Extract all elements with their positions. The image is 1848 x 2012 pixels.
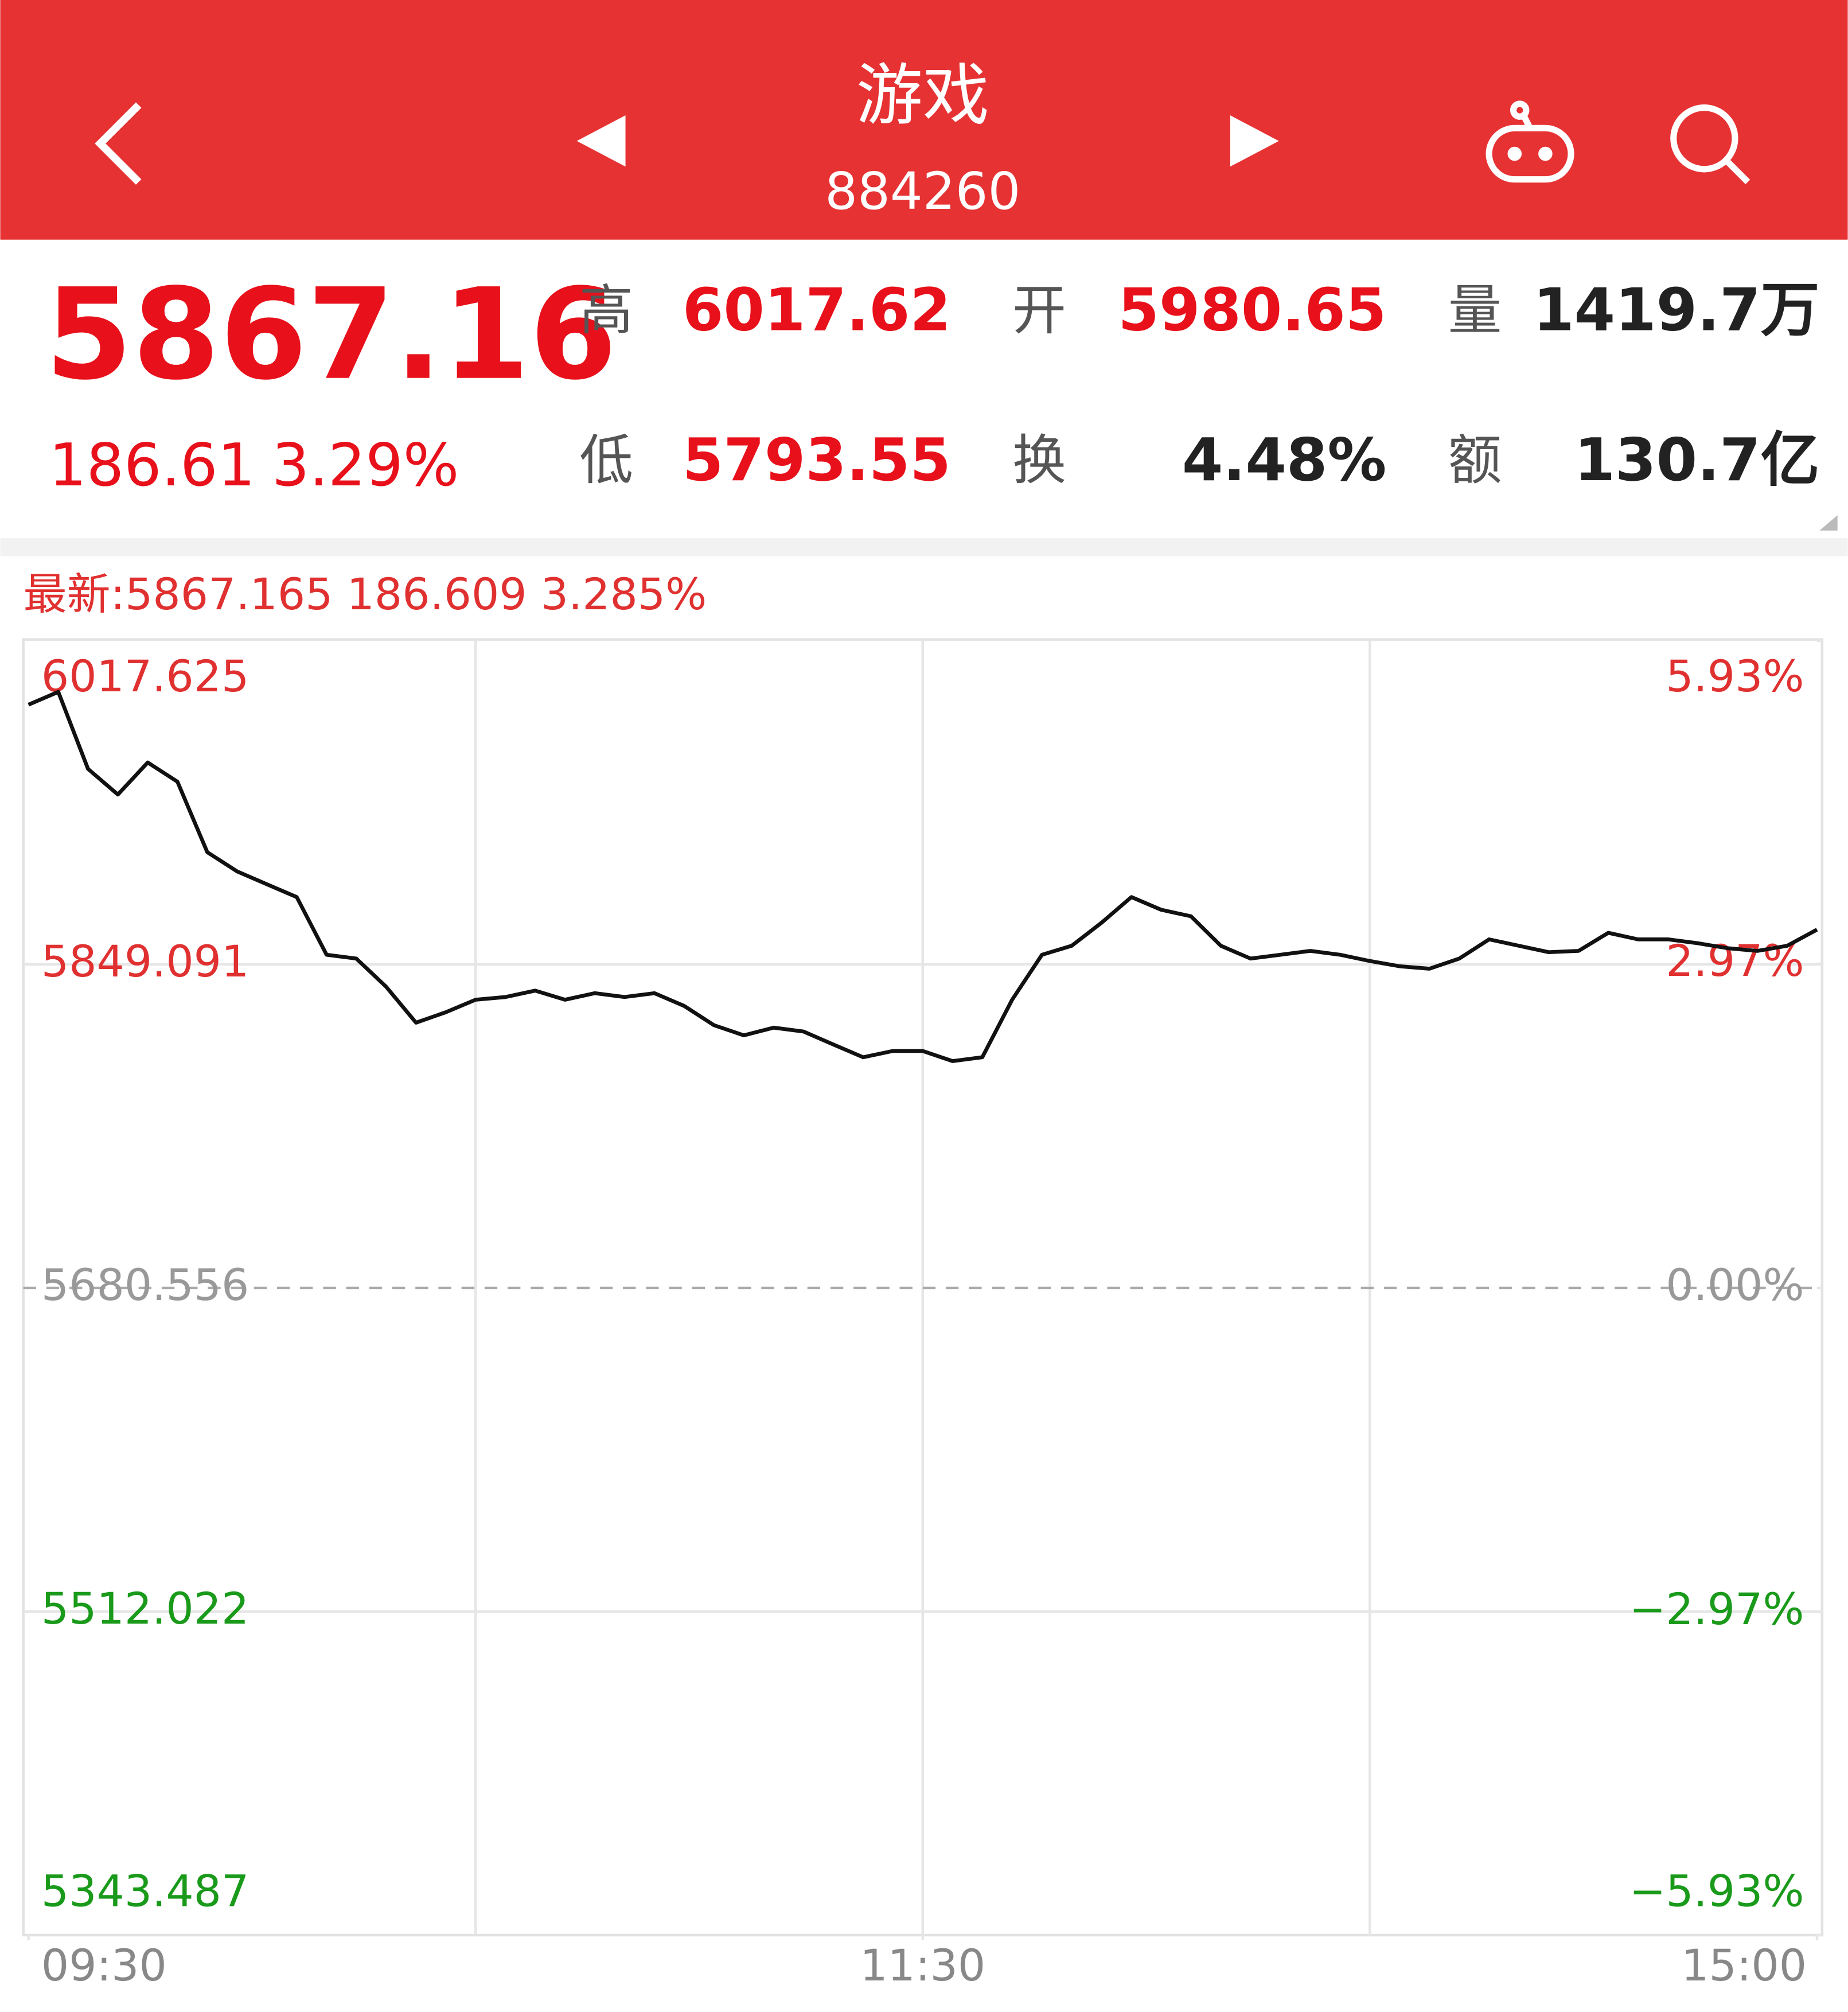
robot-button[interactable] [1486,100,1574,183]
stat-value: 6017.62 [683,277,951,345]
stat-label: 量 [1448,279,1502,342]
code: 884260 [825,162,1020,221]
y2-tick-label: −5.93% [1629,1866,1804,1916]
x-tick-label: 11:30 [860,1940,985,1991]
top-bar [0,0,1848,240]
stat-label: 开 [1012,279,1066,342]
y2-tick-label: 0.00% [1666,1260,1804,1310]
title: 游戏 [856,57,989,134]
y2-tick-label: 5.93% [1666,651,1804,702]
stat-label: 换 [1012,429,1066,492]
y2-tick-label: 2.97% [1666,936,1804,986]
change: 186.61 [49,431,255,500]
y-tick-label: 5849.091 [41,936,249,987]
x-tick-label: 15:00 [1681,1940,1807,1991]
y-tick-label: 5512.022 [41,1583,249,1634]
stat-value: 5980.65 [1118,277,1386,345]
latest: 最新:5867.165 186.609 3.285% [24,569,707,620]
change-pct: 3.29% [272,431,459,500]
y2-tick-label: −2.97% [1629,1584,1804,1634]
expand-icon[interactable] [1819,515,1838,531]
next-button[interactable] [1230,115,1279,167]
stat-label: 高 [579,279,633,342]
y-tick-label: 5680.556 [41,1260,249,1310]
stat-label: 低 [579,429,633,492]
stat-value: 5793.55 [683,426,951,495]
separator [0,538,1848,556]
prev-button[interactable] [576,115,626,167]
price-line [28,690,1818,1063]
price: 5867.16 [45,262,617,408]
search-button[interactable] [1670,104,1750,185]
stat-label: 额 [1448,429,1502,492]
stat-value: 1419.7万 [1533,277,1819,345]
y-tick-label: 6017.625 [41,651,249,702]
stat-value: 4.48% [1182,426,1386,495]
y-tick-label: 5343.487 [41,1866,249,1916]
back-button[interactable] [95,102,142,185]
stat-value: 130.7亿 [1574,426,1820,495]
x-tick-label: 09:30 [41,1940,167,1991]
